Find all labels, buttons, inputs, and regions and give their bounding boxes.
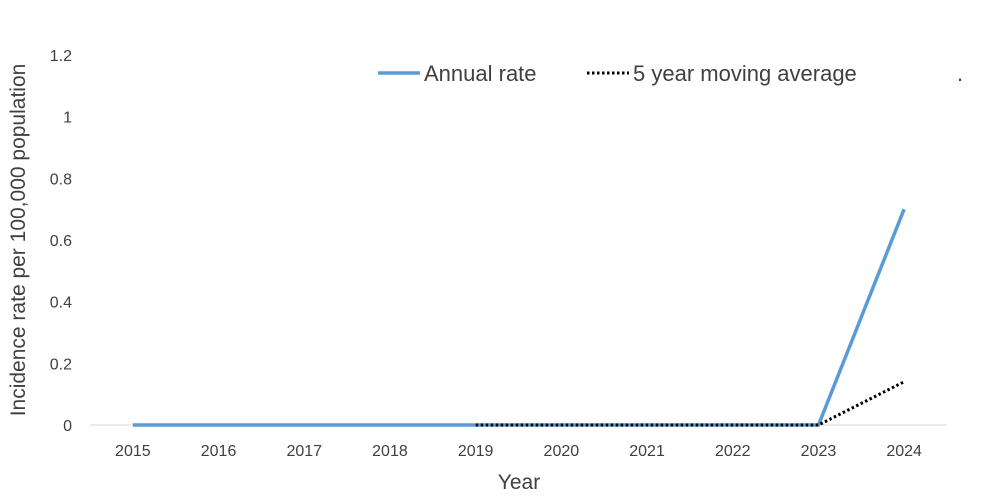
series-line-moving-average <box>475 380 905 427</box>
x-tick-label: 2024 <box>886 443 922 460</box>
x-axis-title: Year <box>498 471 540 494</box>
x-tick-label: 2015 <box>115 443 151 460</box>
series-line-annual-rate <box>132 208 906 427</box>
y-tick-label: 0.2 <box>50 356 72 373</box>
legend-label-annual-rate: Annual rate <box>424 61 537 86</box>
x-axis-ticks: 2015 2016 2017 2018 2019 2020 2021 2022 2023 2024 <box>115 443 922 460</box>
y-tick-label: 1 <box>63 110 72 127</box>
y-tick-label: 0.8 <box>50 171 72 188</box>
legend-label-moving-average: 5 year moving average <box>633 61 857 86</box>
y-axis-title: Incidence rate per 100,000 population <box>7 64 30 417</box>
legend: Annual rate 5 year moving average . <box>378 61 963 86</box>
y-tick-label: 0.6 <box>50 233 72 250</box>
legend-trailing-mark: . <box>957 61 963 86</box>
y-tick-label: 0 <box>63 418 72 435</box>
x-tick-label: 2020 <box>544 443 580 460</box>
y-tick-label: 1.2 <box>50 48 72 65</box>
x-tick-label: 2023 <box>801 443 837 460</box>
x-tick-label: 2018 <box>372 443 408 460</box>
y-axis-ticks: 0 0.2 0.4 0.6 0.8 1 1.2 <box>50 48 72 435</box>
y-tick-label: 0.4 <box>50 295 72 312</box>
x-tick-label: 2021 <box>629 443 665 460</box>
series-lines <box>132 208 906 427</box>
x-tick-label: 2016 <box>201 443 237 460</box>
x-tick-label: 2019 <box>458 443 494 460</box>
x-tick-label: 2022 <box>715 443 751 460</box>
x-tick-label: 2017 <box>286 443 322 460</box>
